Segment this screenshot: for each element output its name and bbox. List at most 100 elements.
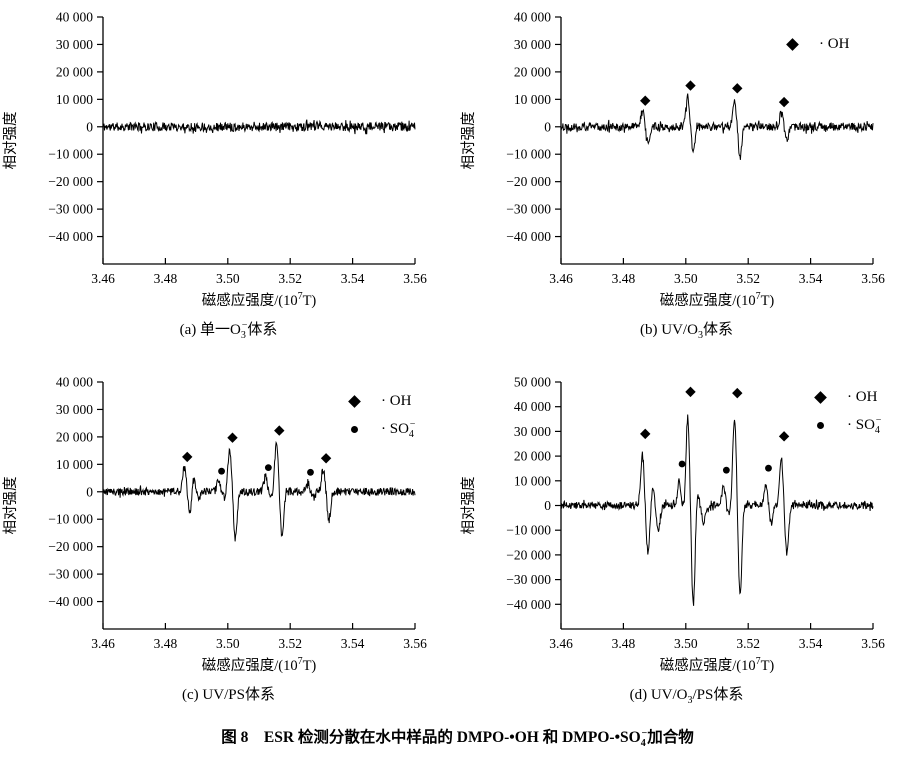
legend-so4-subscript: 4 <box>408 428 414 440</box>
esr-spectrum-plot-b: 40 000 30 000 20 000 10 000 0 −10 000 −20 000 −… <box>460 10 885 310</box>
svg-text:3.52: 3.52 <box>278 271 302 286</box>
caption-subscript: 3 <box>240 330 246 341</box>
svg-text:−10 000: −10 000 <box>506 523 551 538</box>
svg-text:10 000: 10 000 <box>514 92 551 107</box>
svg-text:−40 000: −40 000 <box>506 229 551 244</box>
svg-text:3.46: 3.46 <box>91 271 115 286</box>
circle-marker-icon <box>817 421 824 429</box>
caption-subscript: 3 <box>687 695 693 706</box>
caption-text: (a) 单一O <box>179 322 241 338</box>
legend-so4-superscript: − <box>409 418 416 430</box>
svg-text:0: 0 <box>86 484 93 499</box>
panel-caption-b: (b) UV/O3体系 <box>458 318 915 341</box>
diamond-marker-icon <box>786 37 799 51</box>
svg-text:3.54: 3.54 <box>799 636 823 651</box>
svg-text:3.56: 3.56 <box>403 636 427 651</box>
caption-text: 体系 <box>247 322 278 338</box>
esr-spectrum-plot-a: 40 000 30 000 20 000 10 000 0 −10 000 −20 000 −… <box>2 10 427 310</box>
svg-text:−10 000: −10 000 <box>506 147 551 162</box>
svg-text:10 000: 10 000 <box>514 473 551 488</box>
svg-text:0: 0 <box>544 498 551 513</box>
legend-c: · OH · SO4− <box>348 393 415 440</box>
legend-b: · OH <box>786 36 850 53</box>
svg-text:40 000: 40 000 <box>56 375 93 390</box>
diamond-marker-icon <box>814 390 827 404</box>
figure-caption-text: 图 8 ESR 检测分散在水中样品的 DMPO-•OH 和 DMPO-•SO <box>221 729 641 746</box>
svg-text:3.50: 3.50 <box>674 271 698 286</box>
svg-text:−10 000: −10 000 <box>48 512 93 527</box>
legend-label-oh: · OH <box>847 389 878 405</box>
svg-text:3.48: 3.48 <box>154 636 178 651</box>
panel-b: 40 000 30 000 20 000 10 000 0 −10 000 −20 000 −… <box>458 0 915 360</box>
svg-text:相对强度: 相对强度 <box>2 477 19 535</box>
esr-spectrum-plot-c: 40 000 30 000 20 000 10 000 0 −10 000 −20 000 −… <box>2 375 427 675</box>
svg-text:−20 000: −20 000 <box>506 547 551 562</box>
panel-c: 40 000 30 000 20 000 10 000 0 −10 000 −20 000 −… <box>0 365 457 725</box>
svg-text:−20 000: −20 000 <box>506 174 551 189</box>
svg-text:30 000: 30 000 <box>514 37 551 52</box>
svg-text:0: 0 <box>544 119 551 134</box>
svg-text:10 000: 10 000 <box>56 92 93 107</box>
svg-text:3.52: 3.52 <box>278 636 302 651</box>
svg-text:20 000: 20 000 <box>56 64 93 79</box>
legend-label-oh: · OH <box>381 393 412 409</box>
svg-text:30 000: 30 000 <box>56 402 93 417</box>
legend-label-oh: · OH <box>819 36 850 52</box>
svg-text:10 000: 10 000 <box>56 457 93 472</box>
svg-text:−30 000: −30 000 <box>506 572 551 587</box>
caption-text: 体系 <box>702 322 733 338</box>
svg-text:−40 000: −40 000 <box>506 597 551 612</box>
caption-text: (b) UV/O <box>640 322 698 338</box>
svg-text:40 000: 40 000 <box>514 10 551 25</box>
svg-text:3.54: 3.54 <box>341 271 365 286</box>
svg-text:20 000: 20 000 <box>514 64 551 79</box>
svg-text:3.56: 3.56 <box>861 271 885 286</box>
circle-marker-icon <box>351 425 358 433</box>
panel-caption-c: (c) UV/PS体系 <box>0 683 457 704</box>
svg-text:−20 000: −20 000 <box>48 174 93 189</box>
legend-so4-subscript: 4 <box>874 424 880 436</box>
svg-text:−40 000: −40 000 <box>48 229 93 244</box>
legend-label-so4: · SO4− <box>847 415 881 436</box>
panel-caption-a: (a) 单一O3−体系 <box>0 318 457 341</box>
legend-item-oh: · OH <box>786 36 850 53</box>
legend-so4-superscript: − <box>875 414 882 426</box>
svg-text:−40 000: −40 000 <box>48 594 93 609</box>
svg-text:30 000: 30 000 <box>56 37 93 52</box>
panel-d: 50 000 40 000 30 000 20 000 10 000 0 −10 000 −2… <box>458 365 915 725</box>
svg-text:3.46: 3.46 <box>549 636 573 651</box>
caption-text: (c) UV/PS体系 <box>182 687 275 703</box>
svg-text:磁感应强度/(107T): 磁感应强度/(107T) <box>660 656 775 674</box>
diamond-marker-icon <box>348 394 361 408</box>
svg-text:3.52: 3.52 <box>736 636 760 651</box>
svg-text:3.54: 3.54 <box>341 636 365 651</box>
legend-so4-text: · SO <box>847 416 875 433</box>
svg-text:3.50: 3.50 <box>674 636 698 651</box>
svg-text:40 000: 40 000 <box>514 399 551 414</box>
legend-item-so4: · SO4− <box>350 419 415 440</box>
svg-text:3.46: 3.46 <box>549 271 573 286</box>
svg-text:20 000: 20 000 <box>514 449 551 464</box>
svg-text:50 000: 50 000 <box>514 375 551 390</box>
svg-text:相对强度: 相对强度 <box>460 477 477 535</box>
caption-superscript: − <box>241 320 248 331</box>
svg-text:3.48: 3.48 <box>612 271 636 286</box>
svg-text:3.46: 3.46 <box>91 636 115 651</box>
figure-caption-superscript: − <box>641 727 648 739</box>
svg-text:−10 000: −10 000 <box>48 147 93 162</box>
svg-text:−30 000: −30 000 <box>48 567 93 582</box>
legend-item-so4: · SO4− <box>816 415 881 436</box>
panel-a: 40 000 30 000 20 000 10 000 0 −10 000 −20 000 −… <box>0 0 457 360</box>
svg-text:−20 000: −20 000 <box>48 539 93 554</box>
legend-d: · OH · SO4− <box>814 389 881 436</box>
figure-caption: 图 8 ESR 检测分散在水中样品的 DMPO-•OH 和 DMPO-•SO4−… <box>0 725 915 749</box>
svg-text:30 000: 30 000 <box>514 424 551 439</box>
caption-text: /PS体系 <box>692 687 744 703</box>
svg-text:相对强度: 相对强度 <box>2 112 19 170</box>
legend-so4-text: · SO <box>381 420 409 437</box>
svg-text:3.48: 3.48 <box>154 271 178 286</box>
svg-text:3.50: 3.50 <box>216 636 240 651</box>
panel-caption-d: (d) UV/O3/PS体系 <box>458 683 915 706</box>
svg-text:相对强度: 相对强度 <box>460 112 477 170</box>
